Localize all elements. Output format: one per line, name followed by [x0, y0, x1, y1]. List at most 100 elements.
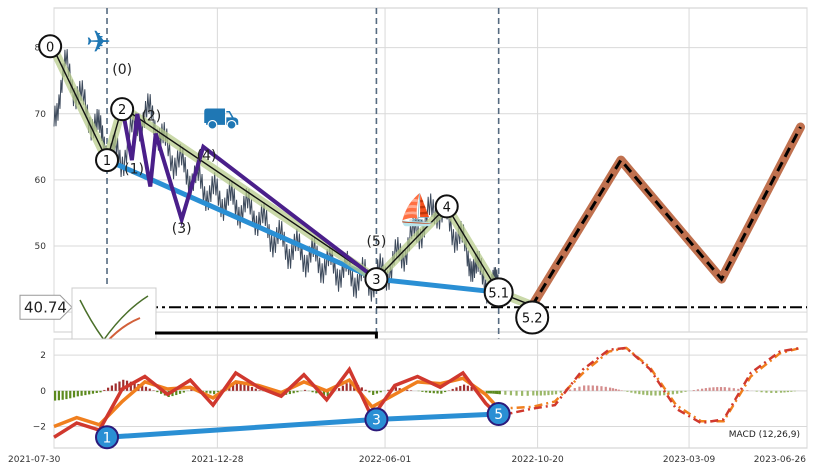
wave-point-circle — [364, 267, 389, 292]
macd-hist-bar — [487, 390, 491, 394]
sub-wave-label: (5) — [366, 234, 386, 250]
macd-hist-bar — [65, 390, 68, 400]
macd-hist-bar — [258, 390, 261, 391]
macd-hist-bar — [604, 386, 607, 391]
macd-hist-bar — [614, 388, 617, 391]
sub-wave-label: (1) — [124, 161, 144, 177]
macd-wave-badge-label: 1 — [103, 430, 112, 446]
signal-forecast-line — [498, 346, 801, 423]
wave-point-label: 4 — [443, 200, 451, 215]
wave-point-circle — [38, 34, 63, 59]
macd-hist-bar — [444, 390, 447, 393]
macd-hist-bar — [398, 388, 401, 391]
macd-title: MACD (12,26,9) — [729, 430, 800, 440]
macd-hist-bar — [671, 390, 674, 395]
macd-hist-bar — [349, 381, 352, 391]
macd-hist-bar — [91, 390, 95, 394]
macd-hist-bar — [704, 388, 707, 391]
macd-hist-bar — [559, 390, 562, 393]
macd-wave-badge-label: 3 — [372, 412, 381, 428]
macd-hist-bar — [466, 385, 469, 391]
macd-hist-bar — [634, 390, 637, 394]
sub-wave-label: (3) — [172, 221, 192, 237]
macd-hist-bar — [421, 390, 424, 392]
price-plot-area — [53, 7, 808, 333]
macd-hist-bar — [539, 390, 542, 396]
macd-hist-bar — [247, 385, 250, 391]
macd-hist-bar — [315, 390, 318, 394]
wave-point-label: 0 — [46, 40, 54, 55]
x-tick-label: 2021-12-28 — [191, 455, 244, 465]
macd-hist-bar — [786, 390, 790, 393]
macd-hist-bar — [583, 385, 586, 391]
macd-hist-bar — [440, 390, 443, 394]
macd-hist-bar — [462, 384, 466, 391]
macd-wave-badge — [95, 425, 120, 450]
macd-hist-bar — [341, 385, 344, 391]
macd-hist-bar — [141, 385, 144, 391]
macd-hist-bar — [205, 390, 208, 393]
wave-point-circle — [95, 148, 120, 173]
sub-wave-label: (0) — [112, 62, 132, 78]
macd-hist-bar — [470, 386, 473, 391]
macd-hist-bar — [779, 390, 783, 393]
x-tick-label: 2021-07-30 — [8, 455, 61, 465]
macd-hist-bar — [322, 390, 326, 396]
macd-hist-bar — [292, 390, 295, 394]
macd-hist-bar — [654, 390, 657, 396]
macd-hist-bar — [692, 390, 695, 391]
wave-point-circle — [110, 97, 135, 122]
car-icon: ⛟ — [202, 101, 240, 136]
macd-hist-bar — [387, 389, 390, 391]
macd-hist-bar — [118, 381, 121, 391]
macd-hist-bar — [209, 390, 212, 394]
macd-wave-badge — [486, 402, 511, 427]
macd-hist-bar — [254, 388, 257, 391]
macd-hist-bar — [716, 387, 719, 391]
macd-hist-bar — [775, 390, 778, 393]
macd-hist-bar — [326, 390, 329, 397]
macd-hist-bar — [360, 387, 363, 391]
macd-hist-bar — [638, 390, 641, 395]
macd-hist-bar — [490, 390, 493, 394]
macd-hist-bar — [182, 390, 185, 393]
macd-hist-bar — [646, 390, 649, 396]
macd-forecast-line — [498, 346, 801, 425]
macd-hist-bar — [88, 390, 91, 395]
macd-hist-bar — [459, 385, 462, 391]
macd-hist-bar — [650, 390, 653, 396]
macd-hist-bar — [110, 385, 113, 391]
macd-hist-bar — [122, 379, 125, 391]
macd-y-tick-label: −2 — [33, 423, 46, 433]
macd-hist-bar — [746, 390, 749, 391]
macd-hist-bar — [425, 390, 428, 393]
sub-wave-path — [120, 106, 378, 281]
macd-hist-bar — [630, 390, 633, 393]
macd-hist-bar — [617, 389, 620, 391]
macd-hist-bar — [103, 389, 106, 391]
macd-hist-bar — [406, 389, 409, 391]
scooter-icon: ⛵ — [398, 192, 435, 228]
macd-hist-bar — [69, 390, 72, 399]
macd-hist-bar — [432, 390, 435, 394]
macd-hist-bar — [596, 385, 599, 391]
macd-hist-bar — [213, 390, 216, 395]
macd-y-tick-label: 0 — [40, 387, 46, 397]
macd-line — [53, 365, 500, 439]
macd-hist-bar — [543, 390, 546, 396]
current-price-label: 40.74 — [24, 298, 67, 316]
macd-hist-bar — [663, 390, 666, 396]
price-y-tick-label: 70 — [35, 110, 47, 120]
macd-hist-bar — [379, 390, 382, 393]
macd-hist-bar — [76, 390, 79, 397]
sub-wave-label: (4) — [197, 148, 217, 164]
wave-point-label: 5.2 — [522, 312, 543, 327]
macd-hist-bar — [728, 387, 731, 391]
macd-wave-badge-label: 5 — [494, 407, 503, 423]
macd-hist-bar — [494, 390, 497, 394]
macd-hist-bar — [723, 387, 726, 391]
macd-hist-bar — [676, 390, 679, 394]
macd-hist-bar — [57, 390, 60, 401]
macd-hist-bar — [144, 386, 148, 391]
